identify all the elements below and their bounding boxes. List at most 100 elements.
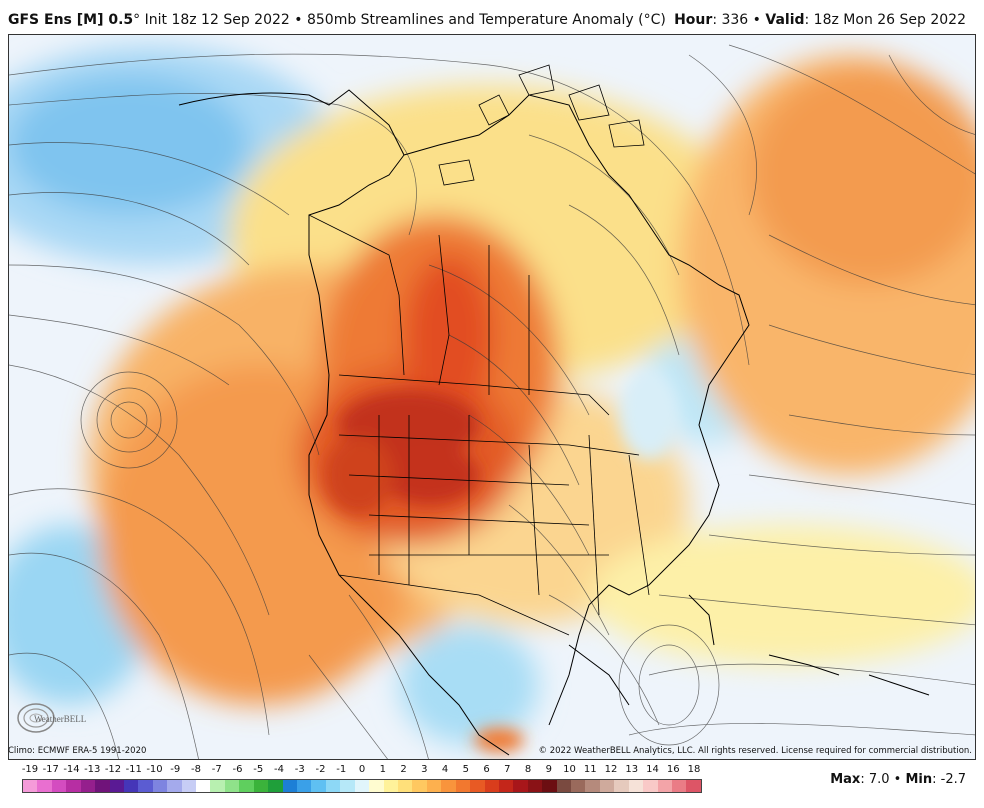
colorbar-tick-label: 4 [441, 764, 449, 775]
colorbar-bar [22, 779, 702, 793]
valid-value: : 18z Mon 26 Sep 2022 [804, 12, 966, 28]
colorbar-segment [599, 780, 615, 792]
political-borders [308, 214, 650, 636]
colorbar-segment [196, 780, 211, 792]
colorbar-segment [354, 780, 370, 792]
colorbar-tick-label: 12 [604, 764, 618, 775]
model-name: GFS Ens [M] 0.5 [8, 12, 134, 28]
colorbar-segment [253, 780, 269, 792]
header: GFS Ens [M] 0.5° Init 18z 12 Sep 2022 • … [0, 0, 984, 34]
colorbar-tick-label: -4 [274, 764, 284, 775]
colorbar-segment [80, 780, 96, 792]
min-value: : -2.7 [932, 772, 966, 787]
colorbar-segment [585, 780, 600, 792]
colorbar-tick-label: 6 [483, 764, 490, 775]
colorbar-segment [297, 780, 312, 792]
colorbar-tick-label: -1 [336, 764, 347, 775]
map-canvas [9, 35, 975, 759]
title-separator: • [294, 12, 303, 28]
colorbar-tick-label: -12 [104, 764, 122, 775]
climo-source: Climo: ECMWF ERA-5 1991-2020 [8, 746, 147, 756]
colorbar-tick-label: -19 [21, 764, 39, 775]
colorbar-tick-label: -7 [211, 764, 222, 775]
colorbar-segment [268, 780, 283, 792]
colorbar-segment [455, 780, 471, 792]
valid-label: Valid [765, 12, 805, 28]
colorbar-segment [51, 780, 67, 792]
colorbar-segment [369, 780, 384, 792]
colorbar-segment [138, 780, 153, 792]
colorbar-segment [498, 780, 514, 792]
colorbar-segment [426, 780, 442, 792]
colorbar-tick-label: 18 [687, 764, 701, 775]
colorbar-segment [571, 780, 586, 792]
colorbar-segment [686, 780, 701, 792]
colorbar-tick-label: -13 [84, 764, 101, 775]
colorbar-segment [671, 780, 687, 792]
valid-separator: • [752, 12, 761, 28]
colorbar-tick-label: -11 [125, 764, 142, 775]
colorbar-segment [239, 780, 254, 792]
colorbar-tick-label: 13 [625, 764, 639, 775]
colorbar-segment [224, 780, 240, 792]
colorbar-segment [210, 780, 225, 792]
logo-text: WeatherBELL [34, 714, 86, 724]
colorbar-segment [340, 780, 355, 792]
colorbar-tick-label: 1 [379, 764, 386, 775]
colorbar-segment [167, 780, 182, 792]
init-time: Init 18z 12 Sep 2022 [144, 12, 290, 28]
colorbar-segment [412, 780, 427, 792]
colorbar-segment [542, 780, 557, 792]
colorbar-segment [123, 780, 139, 792]
colorbar-tick-label: 14 [646, 764, 659, 775]
colorbar-segment [513, 780, 528, 792]
colorbar-segment [383, 780, 398, 792]
hour-label: Hour [674, 12, 713, 28]
colorbar-segment [484, 780, 499, 792]
colorbar-segment [628, 780, 644, 792]
max-label: Max [830, 772, 861, 787]
colorbar-segment [282, 780, 298, 792]
colorbar-segment [37, 780, 52, 792]
colorbar-segment [527, 780, 543, 792]
min-label: Min [905, 772, 933, 787]
colorbar-tick-label: 16 [666, 764, 680, 775]
colorbar-segment [95, 780, 110, 792]
weatherbell-swirl-icon: WeatherBELL [17, 703, 86, 733]
colorbar-tick-label: -6 [232, 764, 243, 775]
colorbar-segment [311, 780, 326, 792]
colorbar-segment [109, 780, 124, 792]
colorbar-tick-label: -9 [170, 764, 181, 775]
valid-time: Hour: 336 • Valid: 18z Mon 26 Sep 2022 [674, 12, 966, 28]
colorbar-tick-label: 3 [421, 764, 428, 775]
map-title: GFS Ens [M] 0.5° Init 18z 12 Sep 2022 • … [8, 12, 666, 28]
colorbar-segment [66, 780, 81, 792]
colorbar-tick-label: 5 [462, 764, 469, 775]
colorbar-tick-label: 2 [400, 764, 407, 775]
colorbar-ticks: -19 -17 -14 -13 -12 -11 -10 -9 -8 -7 -6 -5 -4 -3 -2 -1 0… [22, 764, 702, 778]
colorbar-tick-label: 10 [563, 764, 576, 775]
colorbar-tick-label: 7 [504, 764, 511, 775]
colorbar-segment [441, 780, 456, 792]
colorbar-tick-label: -17 [42, 764, 59, 775]
colorbar-tick-label: -3 [294, 764, 305, 775]
colorbar-segment [181, 780, 197, 792]
colorbar-tick-label: -2 [315, 764, 326, 775]
colorbar-tick-label: 11 [583, 764, 597, 775]
colorbar-segment [657, 780, 672, 792]
colorbar-segment [23, 780, 38, 792]
copyright-notice: © 2022 WeatherBELL Analytics, LLC. All r… [538, 746, 972, 756]
colorbar-segment [152, 780, 168, 792]
max-min-stats: Max: 7.0 • Min: -2.7 [830, 772, 966, 787]
colorbar-tick-label: 9 [545, 764, 552, 775]
colorbar-tick-label: -10 [146, 764, 163, 775]
coastlines [178, 89, 930, 756]
colorbar-tick-label: -5 [253, 764, 264, 775]
colorbar-tick-label: -14 [63, 764, 80, 775]
colorbar-segment [643, 780, 658, 792]
temperature-anomaly-map [8, 34, 976, 760]
max-value: : 7.0 [860, 772, 890, 787]
product-name: 850mb Streamlines and Temperature Anomal… [306, 12, 666, 28]
colorbar-legend: -19 -17 -14 -13 -12 -11 -10 -9 -8 -7 -6 -5 -4 -3 -2 -1 0… [22, 764, 702, 800]
colorbar-segment [397, 780, 413, 792]
